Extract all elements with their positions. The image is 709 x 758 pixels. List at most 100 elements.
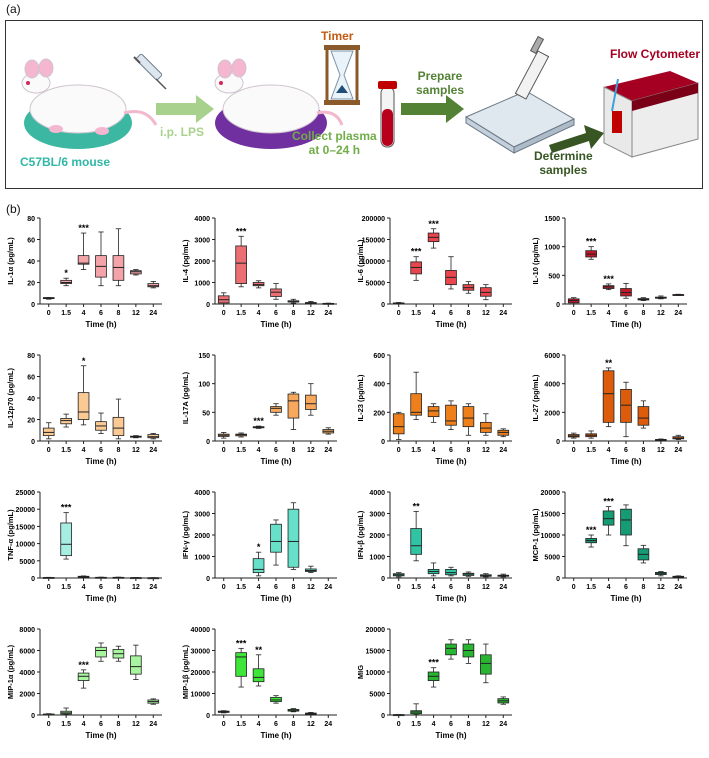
panel-a-label: (a)	[6, 2, 21, 16]
x-tick-label: 4	[607, 584, 611, 591]
x-tick-label: 24	[324, 721, 332, 728]
box-4	[602, 370, 615, 423]
x-tick-label: 12	[132, 310, 140, 317]
x-tick-label: 1.5	[61, 310, 71, 317]
x-tick-label: 6	[274, 310, 278, 317]
x-tick-label: 6	[274, 584, 278, 591]
box-6	[620, 508, 632, 536]
x-tick-label: 1.5	[411, 721, 421, 728]
x-tick-label: 1.5	[586, 447, 596, 454]
y-tick-label: 1000	[194, 555, 210, 562]
y-tick-label: 10000	[191, 692, 211, 699]
significance-marker: ***	[236, 638, 247, 648]
x-tick-label: 24	[149, 584, 157, 591]
x-tick-label: 8	[466, 447, 470, 454]
x-tick-label: 24	[324, 447, 332, 454]
x-tick-label: 12	[307, 584, 315, 591]
y-tick-label: 0	[206, 439, 210, 446]
y-tick-label: 4000	[369, 490, 385, 497]
x-axis-title: Time (h)	[261, 320, 292, 329]
y-tick-label: 80	[27, 216, 35, 223]
y-tick-label: 15000	[16, 524, 36, 531]
x-axis-title: Time (h)	[261, 731, 292, 740]
x-tick-label: 8	[291, 310, 295, 317]
x-tick-label: 6	[99, 584, 103, 591]
y-tick-label: 3000	[194, 512, 210, 519]
y-axis-title: IFN-β (pg/mL)	[356, 510, 365, 559]
x-tick-label: 4	[257, 310, 261, 317]
x-tick-label: 12	[482, 584, 490, 591]
y-tick-label: 1000	[369, 555, 385, 562]
x-tick-label: 8	[641, 310, 645, 317]
x-axis-title: Time (h)	[436, 594, 467, 603]
x-tick-label: 6	[99, 721, 103, 728]
y-tick-label: 150000	[362, 238, 385, 245]
x-tick-label: 0	[397, 310, 401, 317]
box-8	[637, 406, 650, 426]
y-tick-label: 50000	[366, 281, 386, 288]
y-tick-label: 4000	[194, 490, 210, 497]
x-tick-label: 1.5	[411, 584, 421, 591]
x-tick-label: 8	[116, 721, 120, 728]
x-tick-label: 1.5	[236, 310, 246, 317]
y-tick-label: 0	[206, 576, 210, 583]
box-0	[392, 413, 405, 435]
x-tick-label: 4	[82, 447, 86, 454]
x-axis-title: Time (h)	[86, 594, 117, 603]
y-tick-label: 150	[198, 353, 210, 360]
y-tick-label: 200000	[362, 216, 385, 223]
box-6	[270, 406, 282, 413]
y-tick-label: 500	[548, 273, 560, 280]
y-tick-label: 3000	[369, 512, 385, 519]
x-tick-label: 4	[607, 447, 611, 454]
x-tick-label: 8	[291, 584, 295, 591]
hourglass-icon	[324, 45, 360, 105]
box-1.5	[235, 652, 247, 677]
significance-marker: *	[64, 268, 68, 278]
y-tick-label: 0	[31, 302, 35, 309]
x-tick-label: 8	[291, 721, 295, 728]
y-tick-label: 8000	[19, 627, 35, 634]
timer-label: Timer	[321, 29, 354, 43]
x-axis-title: Time (h)	[261, 594, 292, 603]
significance-marker: ***	[411, 247, 422, 257]
box-12	[480, 421, 492, 433]
flow-cytometer-icon	[603, 71, 699, 158]
y-tick-label: 0	[31, 713, 35, 720]
significance-marker: **	[605, 358, 613, 368]
y-tick-label: 10000	[16, 542, 36, 549]
significance-marker: ***	[78, 223, 89, 233]
y-tick-label: 2000	[369, 533, 385, 540]
box-4	[252, 558, 265, 574]
x-tick-label: 4	[432, 584, 436, 591]
x-tick-label: 6	[274, 447, 278, 454]
x-axis-title: Time (h)	[436, 457, 467, 466]
x-tick-label: 4	[432, 447, 436, 454]
x-tick-label: 12	[657, 584, 665, 591]
x-axis-title: Time (h)	[611, 594, 642, 603]
box-6	[620, 389, 632, 423]
y-tick-label: 15000	[541, 512, 561, 519]
y-axis-title: IL-6 (pg/mL)	[356, 239, 365, 282]
box-12	[130, 655, 142, 675]
workflow-graphics	[21, 35, 699, 158]
box-1.5	[235, 245, 247, 284]
y-tick-label: 20000	[541, 490, 561, 497]
chart-15: 0 5000 10000 15000 20000 MIG 0 1.5 4 6 8 12 24 Time (…	[356, 627, 512, 740]
chart-5: 0 20 40 60 80 IL-12p70 (pg/mL) 0 1.5 4 6 8 12 24 Time…	[6, 353, 162, 466]
x-tick-label: 1.5	[61, 447, 71, 454]
significance-marker: ***	[236, 226, 247, 236]
determine-label-line2: samples	[539, 163, 588, 177]
x-tick-label: 1.5	[586, 584, 596, 591]
x-tick-label: 12	[307, 447, 315, 454]
significance-marker: ***	[61, 503, 72, 513]
y-tick-label: 20000	[191, 670, 211, 677]
determine-label-line1: Determine	[534, 149, 593, 163]
x-tick-label: 24	[149, 310, 157, 317]
x-tick-label: 12	[482, 447, 490, 454]
x-tick-label: 8	[466, 721, 470, 728]
x-tick-label: 12	[482, 310, 490, 317]
y-tick-label: 2000	[19, 692, 35, 699]
x-tick-label: 4	[82, 721, 86, 728]
sample-plate-pipette-icon	[464, 35, 576, 154]
